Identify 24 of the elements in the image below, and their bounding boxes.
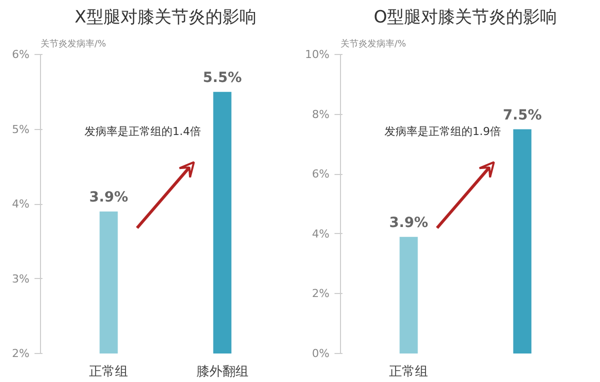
chart-title: O型腿对膝关节炎的影响 (374, 8, 558, 28)
y-axis-title: 关节炎发病率/% (40, 38, 107, 50)
y-tick-label: 8% (312, 108, 330, 121)
y-tick-label: 6% (12, 48, 30, 61)
y-tick-label: 4% (12, 198, 30, 210)
y-tick-label: 2% (312, 287, 330, 300)
data-label: 3.9% (89, 189, 128, 206)
y-tick-label: 3% (12, 272, 30, 286)
y-axis-title: 关节炎发病率/% (340, 38, 407, 50)
y-tick-label: 2% (12, 347, 30, 360)
y-tick-label: 10% (305, 48, 330, 61)
y-tick-label: 0% (312, 347, 330, 360)
x-tick-label: 正常组 (89, 364, 128, 380)
x-tick-label: 膝外翻组 (196, 364, 248, 380)
data-label: 3.9% (389, 214, 428, 231)
annotation: 发病率是正常组的1.4倍 (84, 125, 202, 138)
data-label: 7.5% (502, 107, 542, 124)
chart-title: X型腿对膝关节炎的影响 (74, 8, 256, 28)
data-label: 5.5% (202, 70, 242, 86)
y-tick-label: 6% (312, 168, 330, 181)
y-tick-label: 4% (312, 227, 330, 240)
x-tick-label: 正常组 (389, 364, 428, 380)
annotation: 发病率是正常组的1.9倍 (384, 125, 502, 138)
y-tick-label: 5% (12, 122, 30, 136)
